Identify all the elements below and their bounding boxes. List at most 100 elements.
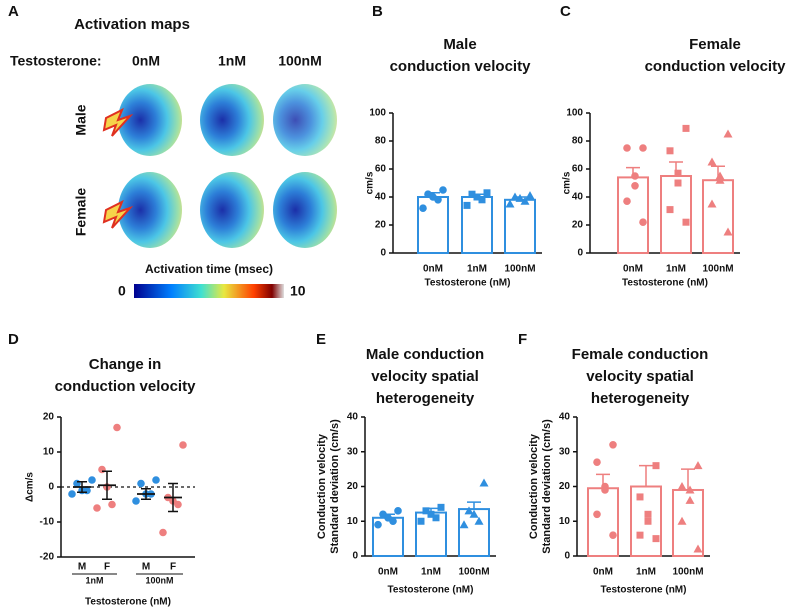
y-tick-label: 60 bbox=[572, 164, 584, 175]
error-bar bbox=[168, 482, 178, 513]
x-tick-label: 1nM bbox=[467, 264, 487, 275]
x-axis-label: Testosterone (nM) bbox=[622, 278, 708, 289]
error-bar bbox=[102, 470, 112, 500]
panel-label: D bbox=[8, 331, 19, 348]
y-tick-label: 20 bbox=[347, 481, 359, 492]
point bbox=[693, 544, 703, 553]
point bbox=[723, 227, 733, 236]
y-axis-label: Standard deviation (cm/s) bbox=[541, 419, 553, 554]
point bbox=[601, 486, 609, 494]
point bbox=[707, 157, 717, 166]
point bbox=[93, 504, 101, 512]
chart-title: conduction velocity bbox=[390, 58, 532, 75]
chart-title: Male conduction bbox=[366, 346, 484, 363]
point bbox=[132, 497, 140, 505]
colorbar-min: 0 bbox=[118, 283, 126, 299]
x-tick-label: 0nM bbox=[593, 567, 613, 578]
bar bbox=[660, 175, 692, 254]
y-tick-label: 80 bbox=[572, 136, 584, 147]
point bbox=[609, 531, 617, 539]
activation-map bbox=[273, 84, 337, 156]
x-tick-label: 100nM bbox=[458, 567, 489, 578]
point bbox=[389, 517, 397, 526]
x-tick-label: 0nM bbox=[378, 567, 398, 578]
point bbox=[459, 520, 469, 529]
x-axis-label: Testosterone (nM) bbox=[388, 585, 474, 596]
point bbox=[422, 507, 430, 515]
point bbox=[474, 516, 484, 525]
point bbox=[374, 520, 382, 529]
panel-a: A Activation maps Testosterone: 0nM 1nM … bbox=[8, 3, 337, 299]
activation-map bbox=[118, 172, 182, 248]
point bbox=[631, 172, 639, 180]
chart-title: Female conduction bbox=[572, 346, 709, 363]
y-tick-label: 10 bbox=[347, 516, 359, 527]
chart-title: Change in bbox=[89, 356, 162, 373]
point bbox=[623, 144, 631, 152]
point bbox=[639, 218, 647, 226]
point bbox=[644, 517, 652, 525]
point bbox=[682, 124, 690, 132]
colorbar-max: 10 bbox=[290, 283, 306, 299]
point bbox=[432, 514, 440, 522]
y-tick-label: 10 bbox=[559, 516, 571, 527]
y-tick-label: -20 bbox=[40, 552, 55, 563]
panel-label: E bbox=[316, 331, 326, 348]
y-axis-label: cm/s bbox=[562, 171, 573, 194]
x-axis-label: Testosterone (nM) bbox=[85, 597, 171, 608]
chart-title: conduction velocity bbox=[55, 378, 197, 395]
y-tick-label: 20 bbox=[43, 412, 55, 423]
point bbox=[636, 493, 644, 501]
y-axis-label: Conduction velocity bbox=[528, 433, 540, 539]
point bbox=[419, 204, 427, 212]
chart-title: velocity spatial bbox=[586, 368, 694, 385]
point bbox=[98, 465, 106, 474]
y-tick-label: 0 bbox=[380, 248, 386, 259]
point bbox=[685, 485, 695, 494]
point bbox=[88, 476, 96, 484]
point bbox=[479, 478, 489, 487]
error-bar bbox=[77, 481, 87, 493]
activation-map bbox=[200, 172, 264, 248]
colorbar bbox=[134, 284, 284, 298]
point bbox=[666, 147, 674, 155]
point bbox=[152, 476, 160, 484]
x-tick-label: 1nM bbox=[666, 264, 686, 275]
point bbox=[427, 510, 435, 518]
point bbox=[179, 441, 187, 449]
point bbox=[636, 531, 644, 539]
point bbox=[593, 510, 601, 519]
point bbox=[468, 190, 476, 198]
y-tick-label: 40 bbox=[572, 192, 584, 203]
error-bar bbox=[467, 501, 481, 510]
y-tick-label: 30 bbox=[347, 446, 359, 457]
point bbox=[478, 196, 486, 204]
x-tick-label: 0nM bbox=[423, 264, 443, 275]
bar bbox=[587, 487, 619, 557]
error-bar bbox=[681, 468, 695, 490]
chart-title: Male bbox=[443, 36, 476, 53]
y-tick-label: 40 bbox=[347, 412, 359, 423]
point bbox=[417, 517, 425, 525]
row-name: Female bbox=[73, 188, 89, 236]
panel-label: C bbox=[560, 3, 571, 20]
point bbox=[473, 193, 481, 201]
point bbox=[631, 182, 639, 190]
chart-title: heterogeneity bbox=[591, 390, 690, 407]
point bbox=[137, 479, 145, 488]
point bbox=[520, 196, 530, 205]
point bbox=[666, 206, 674, 214]
y-tick-label: 100 bbox=[369, 108, 386, 119]
point bbox=[693, 461, 703, 470]
point bbox=[469, 509, 479, 518]
x-tick-label: 100nM bbox=[702, 264, 733, 275]
x-axis-label: Testosterone (nM) bbox=[425, 278, 511, 289]
point bbox=[715, 175, 725, 184]
point bbox=[515, 193, 525, 202]
point bbox=[652, 462, 660, 470]
point bbox=[174, 500, 182, 509]
chart-title: conduction velocity bbox=[645, 58, 787, 75]
point bbox=[159, 528, 167, 537]
activation-map bbox=[273, 172, 337, 248]
point bbox=[439, 186, 447, 194]
